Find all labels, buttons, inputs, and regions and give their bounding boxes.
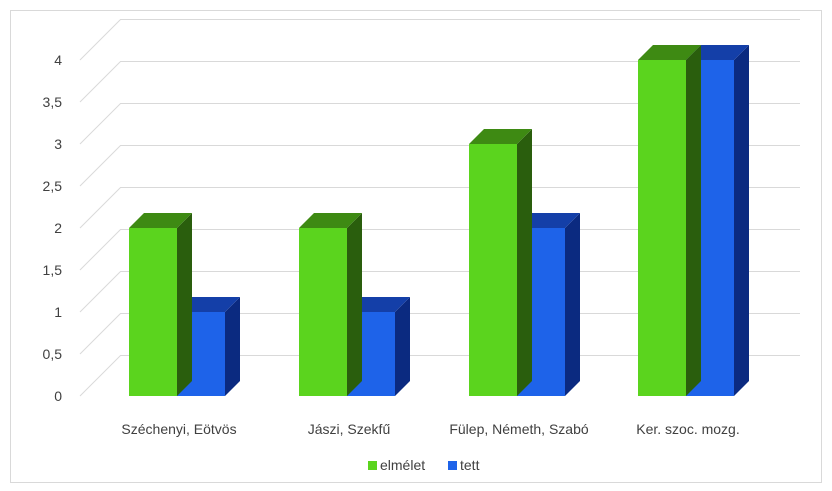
legend-swatch (448, 461, 457, 470)
bar-side (395, 297, 410, 396)
bar-side (734, 45, 749, 396)
x-category-label: Jászi, Szekfű (308, 421, 391, 437)
bar-front (469, 144, 517, 396)
bar-side (177, 213, 192, 396)
bar (299, 213, 362, 396)
y-tick-label: 1,5 (43, 262, 63, 278)
y-tick-label: 4 (54, 52, 62, 68)
bar-side (225, 297, 240, 396)
x-category-label: Széchenyi, Eötvös (121, 421, 236, 437)
bar-side (517, 129, 532, 396)
y-tick-label: 0 (54, 388, 62, 404)
y-tick-label: 1 (54, 304, 62, 320)
legend-label: elmélet (380, 457, 425, 473)
y-tick-label: 3 (54, 136, 62, 152)
bar (638, 45, 701, 396)
bar (129, 213, 192, 396)
bars (129, 45, 749, 396)
y-tick-label: 2 (54, 220, 62, 236)
bar-side (565, 213, 580, 396)
legend-label: tett (460, 457, 480, 473)
x-category-label: Ker. szoc. mozg. (636, 421, 739, 437)
bar-side (347, 213, 362, 396)
x-axis-labels: Széchenyi, Eötvös Jászi, Szekfű Fülep, Ném… (121, 421, 739, 437)
y-tick-label: 0,5 (43, 346, 63, 362)
bar-front (638, 60, 686, 396)
y-tick-label: 3,5 (43, 94, 63, 110)
bar-front (129, 228, 177, 396)
y-axis-ticks: 0 0,5 1 1,5 2 2,5 3 3,5 4 (43, 52, 63, 404)
bar-front (299, 228, 347, 396)
x-category-label: Fülep, Németh, Szabó (449, 421, 589, 437)
legend: elmélet tett (368, 457, 480, 473)
bar (469, 129, 532, 396)
legend-swatch (368, 461, 377, 470)
y-tick-label: 2,5 (43, 178, 63, 194)
bar-side (686, 45, 701, 396)
